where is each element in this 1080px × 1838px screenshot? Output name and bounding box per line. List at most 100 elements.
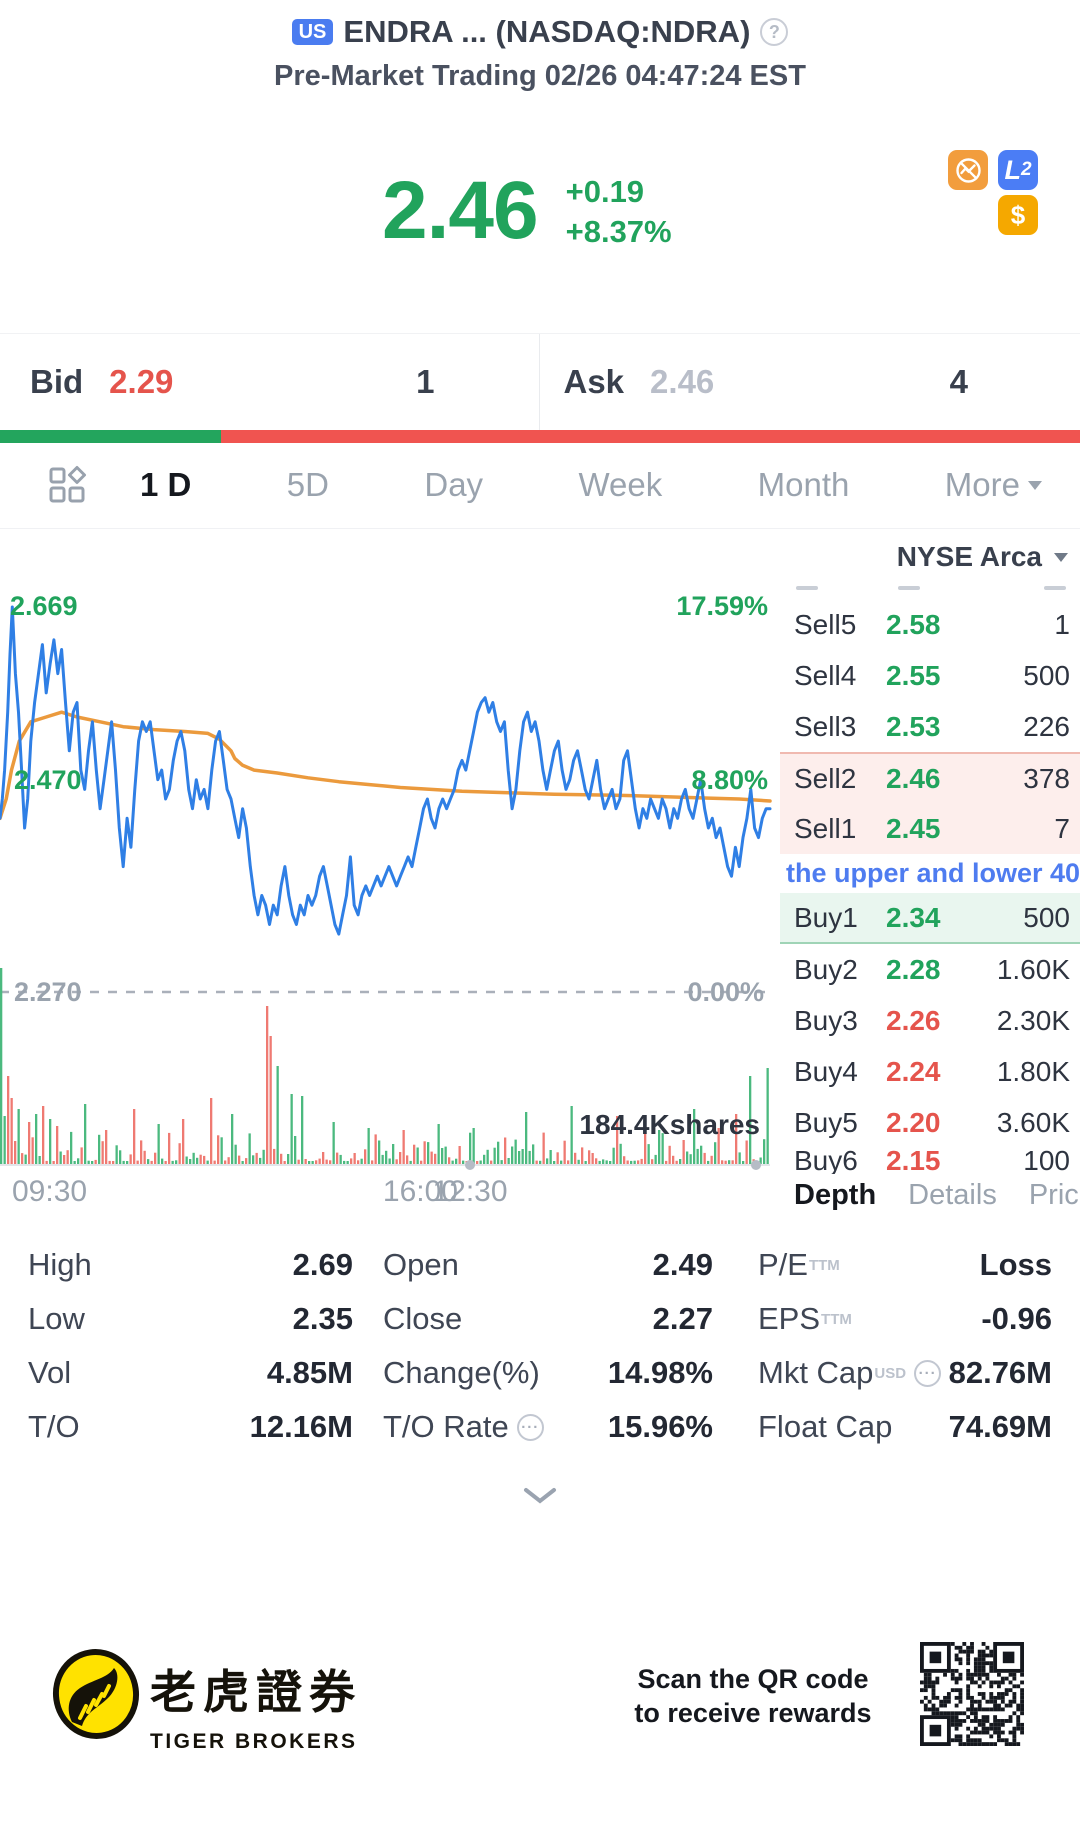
bid-row[interactable]: Bid 2.29 1: [0, 334, 540, 430]
order-book-tabs: Depth Details Price: [794, 1179, 1080, 1212]
stat-open: Open 2.49: [383, 1247, 713, 1282]
venue-name: NYSE Arca: [896, 541, 1042, 572]
buy-row-buy1[interactable]: Buy1 2.34 500: [780, 893, 1080, 944]
level-label: Sell1: [794, 812, 857, 844]
stat-float-cap: Float Cap 74.69M: [758, 1409, 1052, 1444]
stat-mkt-cap: Mkt Cap USD ··· 82.76M: [758, 1355, 1052, 1390]
stat-t-o: T/O 12.16M: [28, 1409, 353, 1444]
price-limit-message[interactable]: the upper and lower 40: [786, 858, 1080, 888]
tab-5d[interactable]: 5D: [286, 466, 329, 503]
tab-month[interactable]: Month: [757, 466, 850, 503]
stat-row: T/O 12.16M T/O Rate ··· 15.96% Float Cap 74.69…: [28, 1400, 1052, 1454]
stat-value: -0.96: [981, 1301, 1052, 1336]
chart-mid-price-label: 2.470: [14, 765, 82, 795]
level-label: Buy6: [794, 1148, 858, 1174]
tab-1d[interactable]: 1 D: [140, 466, 192, 503]
bid-price: 2.29: [109, 363, 174, 400]
prev-close-pct-label: 0.00%: [687, 977, 764, 1007]
level-label: Buy1: [794, 901, 858, 933]
brand-name-en: TIGER BROKERS: [150, 1730, 358, 1753]
price-chart[interactable]: [0, 529, 774, 1189]
bid-label: Bid: [30, 363, 84, 400]
buy-row-buy6[interactable]: Buy6 2.15 100: [780, 1148, 1080, 1174]
level-price: 2.15: [886, 1148, 941, 1174]
footer: 老虎證券 TIGER BROKERS Scan the QR code to r…: [0, 1630, 1080, 1810]
stat-row: Low 2.35 Close 2.27 EPS TTM -0.96: [28, 1292, 1052, 1346]
level-size: 500: [1023, 901, 1070, 933]
orderbook-tab-details[interactable]: Details: [908, 1179, 997, 1211]
level-size: 226: [1023, 710, 1070, 742]
level-size: 1: [1054, 608, 1070, 640]
level-price: 2.20: [886, 1106, 941, 1138]
level-label: Sell4: [794, 659, 857, 691]
level-price: 2.45: [886, 812, 941, 844]
ask-price: 2.46: [650, 363, 715, 400]
help-icon[interactable]: ?: [760, 18, 789, 46]
chart-section: 2.669 17.59% 2.470 8.80% 2.270 0.00% 184…: [0, 529, 1080, 1222]
level-size: 378: [1023, 762, 1070, 794]
page-title: ENDRA ... (NASDAQ:NDRA): [343, 14, 751, 49]
tiger-logo: [52, 1648, 140, 1745]
time-close: 16:00: [382, 1175, 458, 1208]
tab-more[interactable]: More: [945, 466, 1042, 504]
orderbook-tab-depth[interactable]: Depth: [794, 1179, 877, 1211]
stat-change-: Change(%) 14.98%: [383, 1355, 713, 1390]
currency-badge[interactable]: $: [998, 195, 1038, 235]
stat-value: 12.16M: [249, 1409, 353, 1444]
chevron-down-icon: [1027, 480, 1042, 490]
order-book-panel: NYSE Arca Sell5 2.58 1 Sell4 2.55 500 Sell3 2.5…: [780, 529, 1080, 1222]
buy-row-buy2[interactable]: Buy2 2.28 1.60K: [780, 944, 1080, 995]
stat-value: 2.49: [652, 1247, 713, 1282]
level-size: 1.60K: [996, 953, 1070, 985]
stat-row: High 2.69 Open 2.49 P/E TTM Loss: [28, 1238, 1052, 1292]
buy-row-buy4[interactable]: Buy4 2.24 1.80K: [780, 1046, 1080, 1097]
stat-value: 82.76M: [948, 1355, 1052, 1390]
level-price: 2.53: [886, 710, 941, 742]
quote-block: 2.46 +0.19 +8.37%: [382, 168, 672, 254]
sell-row-sell4[interactable]: Sell4 2.55 500: [780, 650, 1080, 701]
time-mid: 12:30: [432, 1175, 508, 1208]
qr-caption: Scan the QR code to receive rewards: [634, 1664, 872, 1728]
buy-row-buy5[interactable]: Buy5 2.20 3.60K: [780, 1097, 1080, 1148]
level-price: 2.28: [886, 953, 941, 985]
tab-week[interactable]: Week: [578, 466, 663, 503]
us-flag-badge: US: [291, 19, 334, 45]
level-size: 7: [1054, 812, 1070, 844]
sell-row-sell5[interactable]: Sell5 2.58 1: [780, 599, 1080, 650]
level-size: 100: [1023, 1148, 1070, 1174]
brand-name-cn: 老虎證券: [150, 1666, 362, 1718]
level-price: 2.24: [886, 1055, 941, 1087]
bid-ask-panel: Bid 2.29 1 Ask 2.46 4: [0, 333, 1080, 443]
orderbook-tab-price[interactable]: Price: [1028, 1179, 1080, 1211]
stat-value: 2.35: [292, 1301, 353, 1336]
expand-stats-button[interactable]: [520, 1486, 560, 1511]
stat-value: 15.96%: [607, 1409, 713, 1444]
level-size: 500: [1023, 659, 1070, 691]
chart-disabled-icon[interactable]: [948, 150, 988, 190]
info-icon[interactable]: ···: [516, 1413, 544, 1441]
level-price: 2.58: [886, 608, 941, 640]
stat-value: Loss: [979, 1247, 1052, 1282]
bid-size: 1: [416, 363, 435, 400]
sell-row-sell2[interactable]: Sell2 2.46 378: [780, 752, 1080, 803]
level-label: Sell5: [794, 608, 857, 640]
level-price: 2.55: [886, 659, 941, 691]
sell-row-sell1[interactable]: Sell1 2.45 7: [780, 803, 1080, 854]
ask-row[interactable]: Ask 2.46 4: [540, 334, 1080, 430]
stat-low: Low 2.35: [28, 1301, 353, 1336]
stat-value: 2.69: [292, 1247, 353, 1282]
stat-value: 74.69M: [948, 1409, 1052, 1444]
level-label: Sell3: [794, 710, 857, 742]
sell-row-sell3[interactable]: Sell3 2.53 226: [780, 701, 1080, 752]
stat-value: 2.27: [652, 1301, 713, 1336]
clipped-row-dashes: [796, 586, 818, 590]
venue-selector[interactable]: NYSE Arca: [897, 541, 1068, 573]
chart-layout-grid-icon[interactable]: [46, 464, 88, 506]
info-icon[interactable]: ···: [914, 1359, 942, 1387]
tab-day[interactable]: Day: [424, 466, 484, 503]
buy-row-buy3[interactable]: Buy3 2.26 2.30K: [780, 995, 1080, 1046]
time-open: 09:30: [12, 1175, 88, 1208]
